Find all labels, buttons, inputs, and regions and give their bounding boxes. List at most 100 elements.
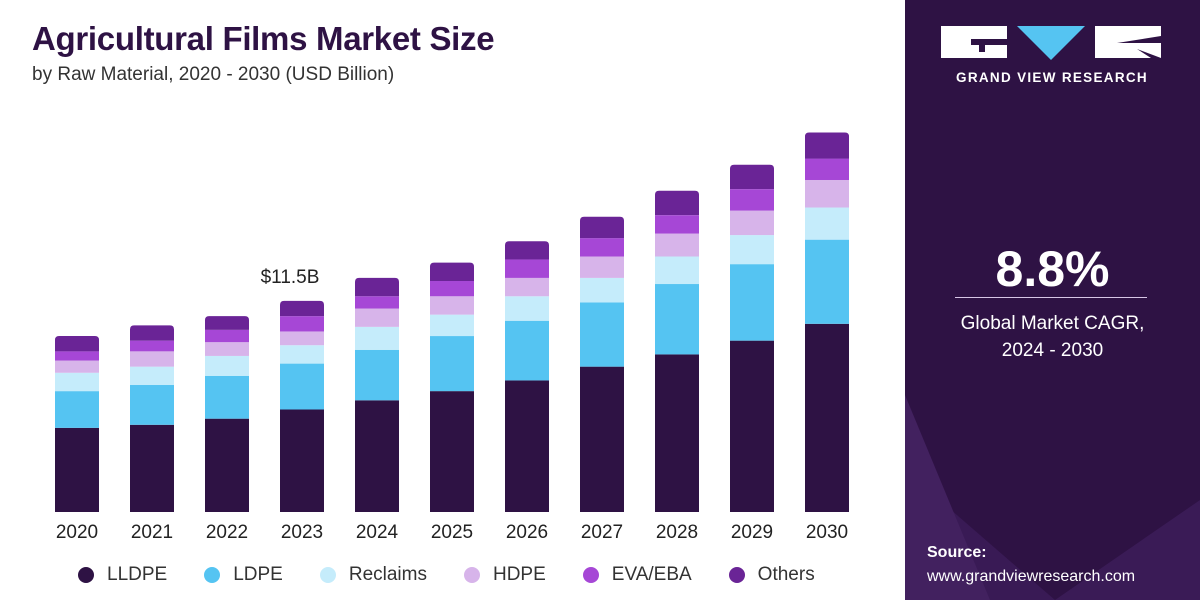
bar-2026-lldpe	[505, 380, 549, 512]
decorative-triangle	[905, 395, 990, 600]
bar-2021-hdpe	[130, 351, 174, 367]
bar-2026-reclaims	[505, 296, 549, 321]
bar-2029-ldpe	[730, 264, 774, 341]
x-tick-label: 2025	[431, 522, 473, 543]
bar-2026-others	[505, 241, 549, 260]
bar-2030-eva-eba	[805, 158, 849, 180]
legend-swatch	[728, 567, 745, 583]
bar-2023-hdpe	[280, 331, 324, 346]
x-tick-label: 2030	[806, 522, 848, 543]
legend-swatch	[463, 567, 480, 583]
bar-2022-eva-eba	[205, 329, 249, 343]
divider	[955, 297, 1147, 298]
bar-2023-others	[280, 300, 324, 317]
data-label-2023: $11.5B	[261, 267, 320, 288]
chart-title: Agricultural Films Market Size	[32, 20, 495, 57]
bar-2020-reclaims	[55, 372, 99, 392]
legend-label: HDPE	[492, 564, 546, 585]
bar-2028-reclaims	[655, 256, 699, 285]
source-label: Source:	[927, 544, 987, 561]
bar-2026-ldpe	[505, 320, 549, 381]
source-link[interactable]: www.grandviewresearch.com	[927, 568, 1136, 585]
bar-2027-lldpe	[580, 366, 624, 512]
legend-item-others: Others	[728, 564, 815, 586]
brand-name: GRAND VIEW RESEARCH	[956, 70, 1148, 85]
bar-2026-hdpe	[505, 277, 549, 297]
chart-legend: LLDPE LDPE Reclaims HDPE EVA/EBA Others	[78, 562, 852, 588]
bar-2022-hdpe	[205, 342, 249, 356]
chart-subtitle: by Raw Material, 2020 - 2030 (USD Billio…	[32, 64, 395, 85]
legend-label: LDPE	[233, 564, 283, 585]
bar-2023-eva-eba	[280, 316, 324, 332]
bar-2028-lldpe	[655, 354, 699, 512]
legend-swatch	[78, 567, 94, 583]
legend-label: Reclaims	[348, 564, 427, 585]
bar-2028-eva-eba	[655, 215, 699, 234]
bar-2028-hdpe	[655, 233, 699, 257]
bar-2020-hdpe	[55, 360, 99, 373]
bar-2030-lldpe	[805, 323, 849, 512]
bar-2030-hdpe	[805, 179, 849, 208]
bar-2023-reclaims	[280, 345, 324, 364]
legend-item-lldpe: LLDPE	[78, 564, 167, 586]
legend-item-reclaims: Reclaims	[319, 564, 427, 586]
bar-stack-2026	[505, 241, 549, 512]
bar-2030-ldpe	[805, 239, 849, 324]
x-tick-label: 2023	[281, 522, 323, 543]
cagr-label-line1: Global Market CAGR,	[960, 313, 1145, 334]
bar-2029-eva-eba	[730, 189, 774, 211]
bar-2021-ldpe	[130, 385, 174, 425]
bar-2029-hdpe	[730, 210, 774, 236]
bar-2020-ldpe	[55, 391, 99, 428]
x-tick-label: 2022	[206, 522, 248, 543]
legend-swatch	[319, 567, 336, 583]
bar-2024-ldpe	[355, 349, 399, 401]
bar-stack-2025	[430, 262, 474, 512]
legend-item-hdpe: HDPE	[463, 564, 546, 586]
bar-2030-others	[805, 132, 849, 159]
x-tick-label: 2026	[506, 522, 548, 543]
bar-2022-lldpe	[205, 418, 249, 512]
x-tick-label: 2021	[131, 522, 173, 543]
bar-2029-reclaims	[730, 235, 774, 265]
bar-2025-reclaims	[430, 314, 474, 337]
bar-2024-reclaims	[355, 326, 399, 350]
bar-stack-2030	[805, 132, 849, 512]
legend-swatch	[582, 567, 599, 583]
legend-label: Others	[757, 564, 815, 585]
bar-2023-lldpe	[280, 409, 324, 512]
bar-2025-ldpe	[430, 336, 474, 392]
bar-stack-2027	[580, 216, 624, 512]
bar-2027-others	[580, 216, 624, 239]
cagr-label-line2: 2024 - 2030	[1001, 340, 1104, 361]
bar-2021-others	[130, 325, 174, 341]
bar-2027-hdpe	[580, 256, 624, 278]
bar-2021-reclaims	[130, 366, 174, 386]
bar-2030-reclaims	[805, 207, 849, 240]
bar-stack-2024	[355, 277, 399, 512]
cagr-label: Global Market CAGR, 2024 - 2030	[905, 310, 1200, 364]
summary-panel: GRAND VIEW RESEARCH 8.8% Global Market C…	[905, 0, 1200, 600]
brand-logo	[941, 22, 1163, 64]
legend-item-ldpe: LDPE	[204, 564, 283, 586]
bar-2027-eva-eba	[580, 238, 624, 257]
legend-label: EVA/EBA	[611, 564, 692, 585]
bar-stack-2028	[655, 190, 699, 512]
bar-stack-2021	[130, 325, 174, 512]
bar-2027-ldpe	[580, 302, 624, 367]
bar-2022-ldpe	[205, 375, 249, 419]
bar-2024-hdpe	[355, 308, 399, 327]
x-tick-label: 2027	[581, 522, 623, 543]
x-tick-label: 2028	[656, 522, 698, 543]
legend-swatch	[204, 567, 221, 583]
x-tick-label: 2020	[56, 522, 98, 543]
bar-2024-eva-eba	[355, 296, 399, 309]
bar-stack-2020	[55, 336, 99, 512]
bar-stack-2023	[280, 300, 324, 512]
x-tick-label: 2024	[356, 522, 399, 543]
bar-2024-others	[355, 277, 399, 297]
bar-2021-lldpe	[130, 424, 174, 512]
bar-2025-others	[430, 262, 474, 281]
cagr-value: 8.8%	[995, 241, 1110, 297]
